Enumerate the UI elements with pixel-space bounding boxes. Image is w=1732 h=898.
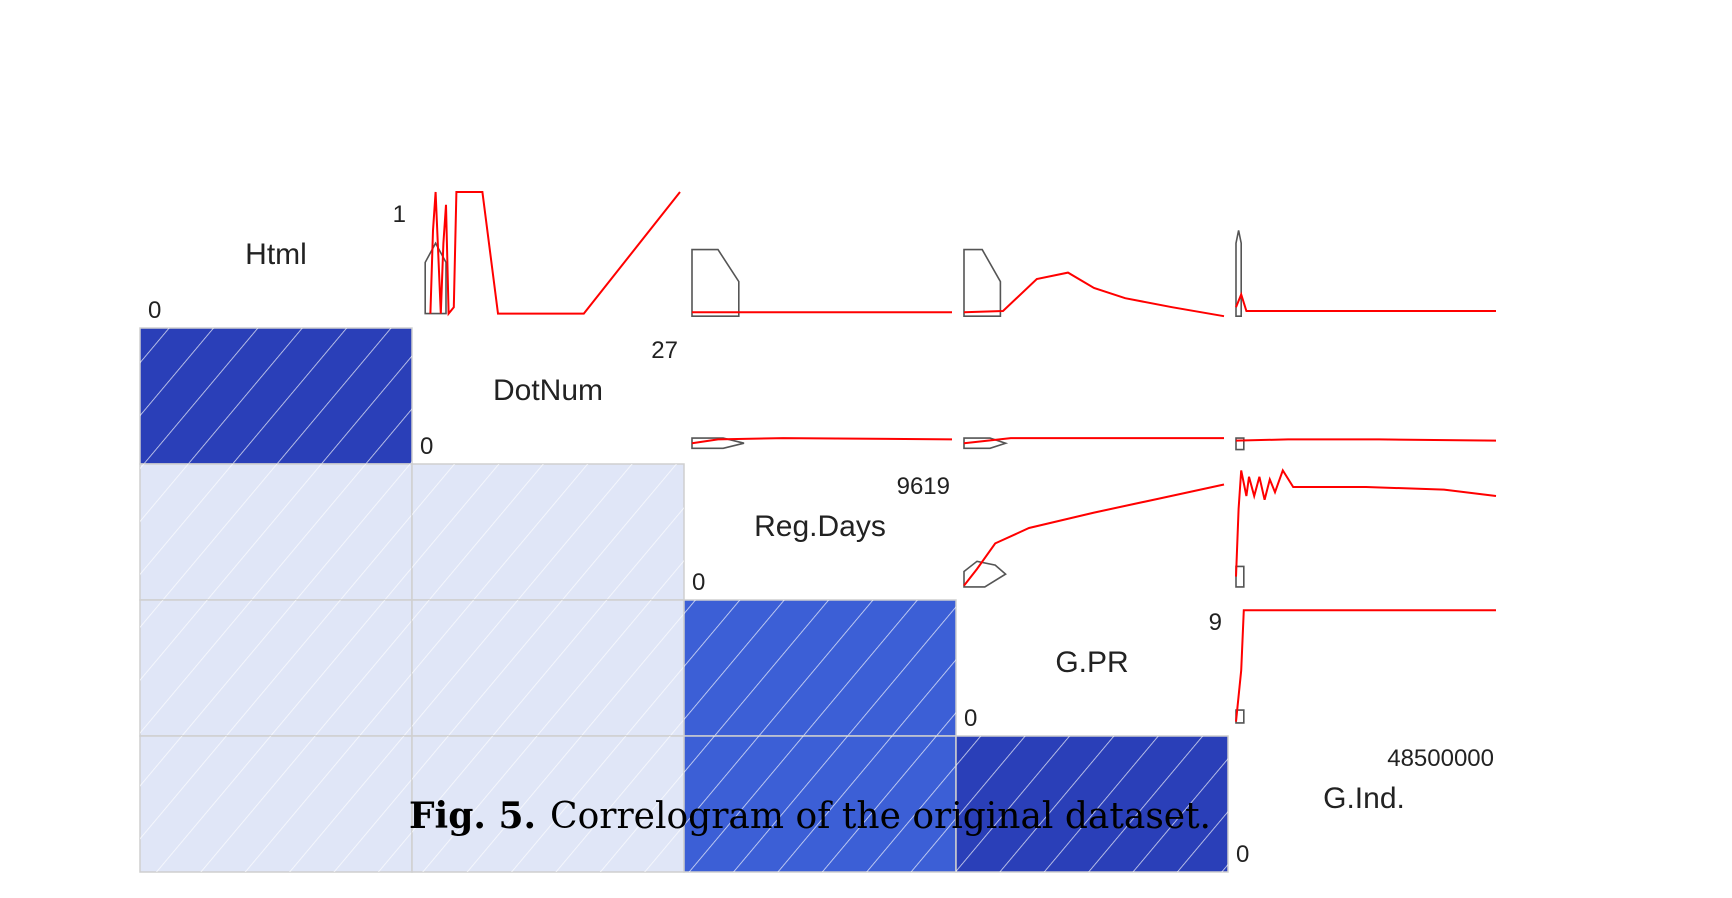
caption-label: Fig. 5. <box>408 795 537 837</box>
variable-max-dotnum: 27 <box>651 337 678 364</box>
variable-min-regdays: 0 <box>692 569 705 596</box>
variable-max-html: 1 <box>393 201 406 228</box>
variable-label-dotnum: DotNum <box>493 374 603 407</box>
trend-line <box>1235 291 1496 312</box>
trend-line <box>1235 438 1497 442</box>
panel-html-regdays <box>691 248 952 318</box>
trend-line <box>1235 468 1497 577</box>
corr-cell-gpr-regdays <box>683 599 957 737</box>
density-shape <box>963 560 1007 588</box>
variable-labels: Html 0 1 DotNum 0 27 Reg.Days 0 9619 G.PR 0 9 G.Ind.… <box>148 201 1494 868</box>
figure-caption: Fig. 5. Correlogram of the original datas… <box>0 795 1620 837</box>
trend-line <box>1235 609 1496 722</box>
lower-triangle-cells <box>139 327 1229 873</box>
trend-line <box>691 437 953 445</box>
corr-cell-regdays-html <box>139 463 413 601</box>
panel-gpr-gind <box>1235 609 1496 724</box>
variable-min-gpr: 0 <box>964 705 977 732</box>
caption-text: Correlogram of the original dataset. <box>550 796 1212 837</box>
trend-line <box>429 191 681 317</box>
density-shape <box>963 248 1002 318</box>
variable-label-regdays: Reg.Days <box>754 510 886 543</box>
density-shape <box>691 437 745 450</box>
panel-html-dotnum <box>424 191 681 317</box>
variable-min-html: 0 <box>148 297 161 324</box>
density-shape <box>424 241 447 315</box>
variable-label-gpr: G.PR <box>1055 646 1128 679</box>
panel-dotnum-gind <box>1235 437 1497 451</box>
panel-regdays-gpr <box>963 483 1225 588</box>
trend-line <box>963 483 1225 587</box>
trend-line <box>963 437 1224 445</box>
corr-cell-dotnum-html <box>139 327 413 465</box>
corr-cell-gpr-dotnum <box>411 599 685 737</box>
variable-min-dotnum: 0 <box>420 433 433 460</box>
variable-label-gind: G.Ind. <box>1323 782 1405 815</box>
corr-cell-regdays-dotnum <box>411 463 685 601</box>
panel-html-gpr <box>963 248 1225 318</box>
panel-regdays-gind <box>1235 468 1497 588</box>
density-shape <box>1235 437 1245 451</box>
variable-min-gind: 0 <box>1236 841 1249 868</box>
trend-line <box>963 271 1225 318</box>
upper-triangle-panels <box>424 191 1497 724</box>
panel-dotnum-regdays <box>691 437 953 450</box>
panel-html-gind <box>1235 230 1496 318</box>
panel-dotnum-gpr <box>963 437 1224 450</box>
variable-max-gpr: 9 <box>1209 609 1222 636</box>
variable-max-regdays: 9619 <box>897 473 950 500</box>
variable-max-gind: 48500000 <box>1387 745 1494 772</box>
variable-label-html: Html <box>245 238 307 271</box>
corr-cell-gpr-html <box>139 599 413 737</box>
density-shape <box>691 248 740 318</box>
density-shape <box>963 437 1009 450</box>
density-shape <box>1235 230 1242 318</box>
